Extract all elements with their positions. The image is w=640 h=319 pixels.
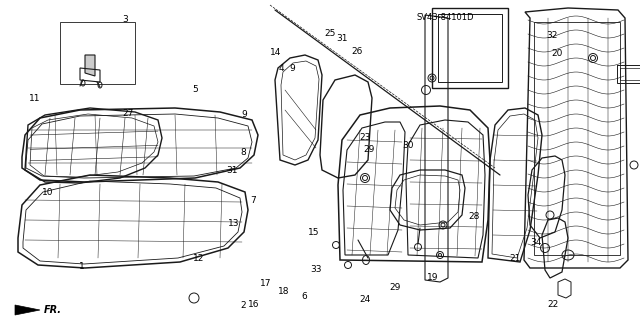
Text: 18: 18 xyxy=(278,287,290,296)
Polygon shape xyxy=(85,55,95,76)
Polygon shape xyxy=(15,305,40,315)
Text: 21: 21 xyxy=(509,254,520,263)
Text: 32: 32 xyxy=(546,31,557,40)
Text: 34: 34 xyxy=(531,238,542,247)
Text: 26: 26 xyxy=(351,47,363,56)
Text: 9: 9 xyxy=(242,110,247,119)
Text: 25: 25 xyxy=(324,29,335,38)
Text: 13: 13 xyxy=(228,219,239,228)
Text: 33: 33 xyxy=(310,265,322,274)
Text: 16: 16 xyxy=(248,300,259,309)
Text: 22: 22 xyxy=(547,300,559,309)
Text: 20: 20 xyxy=(551,49,563,58)
Text: 14: 14 xyxy=(269,48,281,57)
Text: 6: 6 xyxy=(301,292,307,301)
Text: 30: 30 xyxy=(403,141,414,150)
Text: 11: 11 xyxy=(29,94,41,103)
Text: 5: 5 xyxy=(193,85,198,94)
Text: SV43-84101D: SV43-84101D xyxy=(416,13,474,22)
Text: 24: 24 xyxy=(359,295,371,304)
Text: 27: 27 xyxy=(122,109,134,118)
Text: 1: 1 xyxy=(79,262,84,271)
Bar xyxy=(60,22,135,84)
Text: 12: 12 xyxy=(193,254,204,263)
Text: 19: 19 xyxy=(427,273,438,282)
Bar xyxy=(620,68,640,80)
Text: 8: 8 xyxy=(241,148,246,157)
Text: 7: 7 xyxy=(250,197,255,205)
Text: 3: 3 xyxy=(123,15,128,24)
Text: 9: 9 xyxy=(289,64,294,73)
Text: 31: 31 xyxy=(226,166,237,175)
Text: 17: 17 xyxy=(260,279,271,288)
Text: 28: 28 xyxy=(468,212,479,221)
Text: FR.: FR. xyxy=(44,305,62,315)
Text: 2: 2 xyxy=(241,301,246,310)
Text: 10: 10 xyxy=(42,189,54,197)
Text: 4: 4 xyxy=(279,64,284,73)
Text: 15: 15 xyxy=(308,228,319,237)
Text: 31: 31 xyxy=(336,34,348,43)
Text: 23: 23 xyxy=(359,133,371,142)
Bar xyxy=(617,65,640,83)
Text: 29: 29 xyxy=(363,145,374,154)
Text: 29: 29 xyxy=(390,283,401,292)
